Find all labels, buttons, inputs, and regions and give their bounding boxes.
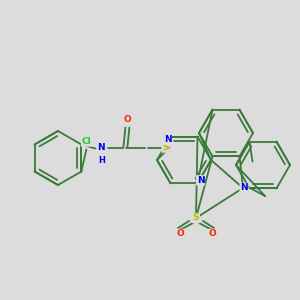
Text: N: N [240,184,248,193]
Text: O: O [176,230,184,238]
Text: S: S [193,214,199,223]
Text: O: O [208,230,216,238]
Text: O: O [124,115,131,124]
Text: S: S [162,143,169,152]
Text: N: N [98,143,105,152]
Text: N: N [197,176,204,185]
Text: H: H [98,156,105,165]
Text: Cl: Cl [82,137,91,146]
Text: N: N [164,135,171,144]
